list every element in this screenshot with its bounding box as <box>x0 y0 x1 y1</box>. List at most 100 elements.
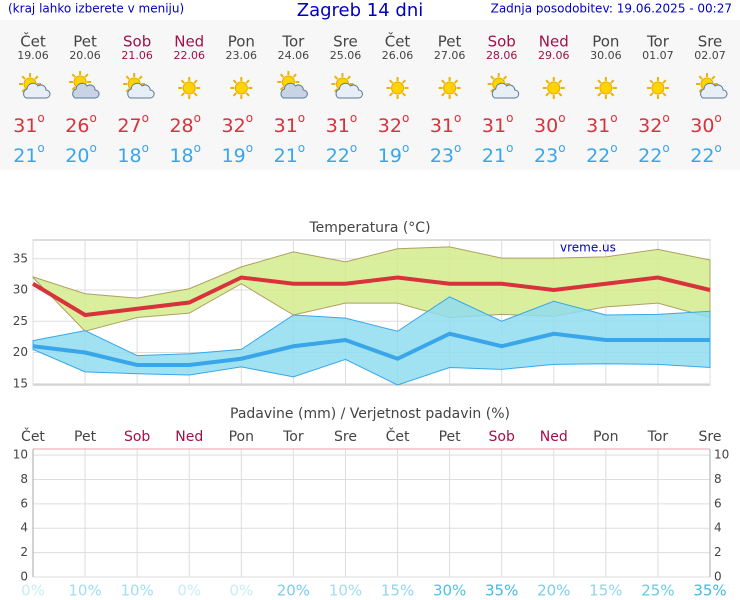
menu-hint: (kraj lahko izberete v meniju) <box>8 2 184 16</box>
day-name: Ned <box>174 33 204 51</box>
day-strip <box>0 20 740 170</box>
day-date: 29.06 <box>538 49 570 62</box>
rain-probability: 0% <box>229 582 253 600</box>
cloud-icon <box>127 82 155 99</box>
sun-disc <box>599 81 613 95</box>
sun-ray <box>401 92 407 97</box>
day-date: 23.06 <box>226 49 258 62</box>
degree-sign: o <box>454 111 461 125</box>
sun-icon <box>230 77 253 99</box>
sun-ray <box>441 92 446 97</box>
x-tick-label: Pon <box>593 429 618 445</box>
day-name: Sre <box>333 33 358 51</box>
day-name: Čet <box>385 32 411 51</box>
day-date: 28.06 <box>486 49 518 62</box>
max-temp-value: 32 <box>638 115 662 137</box>
cloud-icon <box>72 82 100 99</box>
day-date: 26.06 <box>382 49 414 62</box>
y-tick-label-right: 0 <box>714 570 722 584</box>
min-temp: 22o <box>638 141 670 167</box>
sun-disc <box>443 81 457 95</box>
x-tick-label: Pet <box>74 429 97 445</box>
degree-sign: o <box>350 111 357 125</box>
max-temp: 31o <box>586 111 618 137</box>
max-temp: 28o <box>169 111 201 137</box>
cloud-icon <box>23 82 51 99</box>
max-temp-value: 31 <box>482 115 506 137</box>
sun-icon <box>178 77 201 99</box>
temp-line <box>31 275 711 318</box>
degree-sign: o <box>558 111 565 125</box>
sun-ray <box>610 92 615 97</box>
min-temp-value: 21 <box>482 145 506 167</box>
day-date: 30.06 <box>590 49 622 62</box>
degree-sign: o <box>298 141 305 155</box>
cloud-shape <box>491 82 520 99</box>
x-tick-label: Pet <box>439 429 462 445</box>
min-temp: 21o <box>274 141 306 167</box>
max-temp: 31o <box>274 111 306 137</box>
sun-ray <box>180 79 185 84</box>
y-tick-label: 30 <box>13 283 28 297</box>
sun-ray <box>333 88 339 93</box>
sun-disc <box>182 81 196 95</box>
sun-ray <box>180 92 185 97</box>
y-tick-label: 4 <box>20 521 28 535</box>
max-temp-value: 27 <box>117 115 141 137</box>
cloud-shape <box>127 82 155 99</box>
sun-ray <box>21 88 26 93</box>
sun-ray <box>558 79 563 84</box>
day-name: Pet <box>73 33 97 51</box>
min-temp: 21o <box>482 141 514 167</box>
sun-disc <box>391 81 405 95</box>
temp-line <box>32 331 710 367</box>
degree-sign: o <box>89 141 96 155</box>
min-temp-value: 21 <box>13 145 37 167</box>
sun-ray <box>292 73 297 78</box>
y-tick-label-right: 4 <box>714 521 722 535</box>
day-name: Tor <box>281 33 305 51</box>
x-tick-label: Čet <box>21 427 45 445</box>
degree-sign: o <box>714 111 721 125</box>
degree-sign: o <box>194 111 201 125</box>
max-temp-value: 31 <box>586 115 610 137</box>
day-name: Sre <box>698 33 723 51</box>
sun-ray <box>279 73 285 78</box>
rain-probability: 0% <box>177 582 201 600</box>
degree-sign: o <box>194 141 201 155</box>
max-temp-value: 31 <box>326 115 350 137</box>
sun-ray <box>245 79 250 84</box>
max-temp: 30o <box>534 111 566 137</box>
y-tick-label: 20 <box>13 345 28 359</box>
min-temp-value: 19 <box>378 145 402 167</box>
x-tick-label: Sob <box>124 429 150 445</box>
day-date: 24.06 <box>278 49 310 62</box>
min-temp: 23o <box>430 141 462 167</box>
day-date: 01.07 <box>642 49 674 62</box>
day-date: 25.06 <box>330 49 362 62</box>
min-temp: 21o <box>13 141 45 167</box>
max-temp: 31o <box>430 111 462 137</box>
min-temp-value: 22 <box>638 145 662 167</box>
max-temp: 31o <box>13 111 45 137</box>
sun-disc <box>234 81 248 95</box>
x-tick-label: Čet <box>386 427 410 445</box>
min-temp: 23o <box>534 141 566 167</box>
degree-sign: o <box>714 141 721 155</box>
rain-probability: 15% <box>381 582 414 600</box>
rain-probability: 20% <box>537 582 570 600</box>
sun-ray <box>453 79 459 84</box>
sun-icon <box>438 77 461 99</box>
min-temp-value: 20 <box>65 145 89 167</box>
day-name: Pon <box>228 33 255 51</box>
cloud-shape <box>23 82 51 99</box>
day-date: 22.06 <box>173 49 205 62</box>
cloud-shape <box>335 82 363 99</box>
x-tick-label: Ned <box>175 429 203 445</box>
day-date: 20.06 <box>69 49 101 62</box>
degree-sign: o <box>37 141 44 155</box>
max-temp-value: 31 <box>430 115 454 137</box>
min-temp-value: 22 <box>586 145 610 167</box>
sun-ray <box>545 79 550 84</box>
rain-probability: 20% <box>277 582 310 600</box>
